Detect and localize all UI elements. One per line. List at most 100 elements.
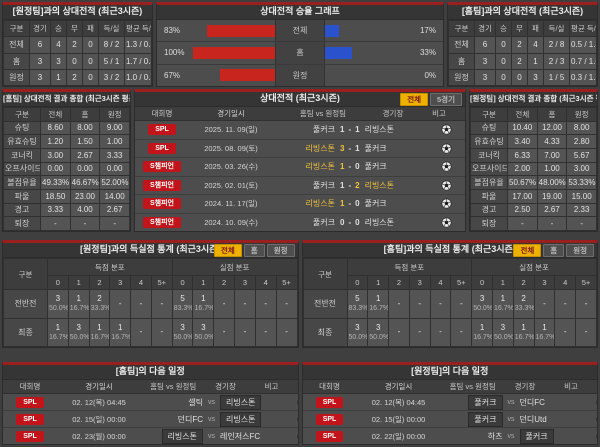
league-badge: S챔피언 [143,216,181,228]
cell-scored-3: 1 16.7% [109,317,132,347]
cell-label: 원정 [3,68,30,86]
cell-scored-1: 1 16.7% [67,289,90,319]
winrate-graph-panel: 상대전적 승율 그래프 83% 전체 17% 100% 홈 33% [156,2,444,87]
away-team-name: 던디Utd [519,414,547,424]
cell-avg-goals: 0.5 / 1.3 [569,36,597,54]
table-row: 홈 3 3 0 0 5 / 1 1.7 / 0.3 [3,52,152,70]
away-team-name: 리빙스톤 [220,394,282,410]
table-row: 최종 1 16.7% 3 50.0% 1 16.7% 1 16.7% - - 3 50.0… [3,317,298,347]
col-header-note: 비고 [432,109,446,118]
match-date: 2024. 11. 17(일) [204,199,258,209]
league-badge: S챔피언 [143,161,181,173]
schedule-row: SPL 02. 23(월) 00:00 리빙스톤 vs 레인저스FC 비교 [3,428,298,444]
cell-conceded-0: 3 50.0% [471,289,493,319]
cell-goals: 3 / 2 [98,68,125,86]
match-datetime: 02. 12(목) 04:45 [72,397,126,407]
tab-home[interactable]: 홈 [543,244,565,257]
away-team-name: 리빙스톤 [364,125,395,135]
score-away: 0 [355,217,360,227]
table-row: 오프사이드 0.00 0.00 0.00 [3,161,130,177]
cell-conceded-5plus: - [575,289,597,319]
soccer-ball-icon[interactable] [296,413,299,425]
panel-title-text: [원정팀]과의 득실점 통계 (최근3시즌) [80,244,221,254]
match-row: S챔피언 2024. 11. 17(일) 리빙스톤 1-0 풀커크 결과 [135,195,465,214]
cell-total: 0.00 [40,161,71,177]
cell-conceded-3: - [533,289,556,319]
bin-header: 5+ [575,275,597,291]
away-win-pct: 33% [419,48,436,58]
goal-stats-tabs: 전체 홈 원정 [213,244,295,257]
tab-away[interactable]: 원정 [566,244,594,257]
soccer-ball-icon[interactable] [441,124,452,135]
home-team-name: 리빙스톤 [305,143,335,153]
home-bar-area [193,64,276,86]
cell-period-label: 최종 [3,317,48,347]
away-team-name: 리빙스톤 [364,217,395,227]
cell-period-label: 전반전 [302,289,348,319]
cell-scored-0: 5 83.3% [346,289,369,319]
match-date: 2025. 08. 09(토) [204,143,258,153]
score-away: 1 [355,143,360,153]
cell-home: 2.67 [69,147,101,163]
goal-stats-table: 구분 득점 분포 실점 분포 0 1 2 3 4 5+ 0 1 2 3 4 5+ 전반전 3 50.0… [3,257,298,347]
soccer-ball-icon[interactable] [441,161,452,172]
bin-header: 4 [429,275,452,291]
tab-home[interactable]: 홈 [243,244,265,257]
home-win-pct: 67% [164,70,181,80]
cell-away: - [99,216,130,231]
league-badge: SPL [148,142,176,154]
col-header-venue: 경기장 [215,382,236,391]
score-away: 2 [355,180,360,190]
cell-scored-2: 2 33.3% [88,289,111,319]
match-date: 2024. 10. 09(수) [204,217,258,227]
cell-conceded-2: - [213,317,236,347]
soccer-ball-icon[interactable] [441,143,452,154]
home-bar-area [193,20,276,42]
col-header-date: 경기일시 [217,109,245,118]
tab-last5[interactable]: 5경기 [430,93,462,106]
cell-conceded-1: 3 50.0% [491,317,514,347]
cell-scored-0: 3 50.0% [346,317,369,347]
tab-away[interactable]: 원정 [266,244,295,257]
soccer-ball-icon[interactable] [441,180,452,191]
col-header-avg: 평균 득/실 [124,19,152,38]
col-header-league: 대회명 [151,109,173,118]
soccer-ball-icon[interactable] [296,430,299,442]
league-badge: S챔피언 [143,198,181,210]
schedule-row: SPL 02. 15(일) 00:00 던디FC vs 리빙스톤 비교 [3,411,298,428]
league-badge: SPL [315,413,344,425]
cell-scored-2: - [388,317,410,347]
soccer-ball-icon[interactable] [441,217,452,228]
cell-conceded-5plus: - [275,317,298,347]
table-row: 전반전 5 83.3% 1 16.7% - - - - 3 50.0% 1 16.7% … [302,289,597,319]
cell-wins: 0 [495,36,512,54]
tab-all[interactable]: 전체 [400,93,429,106]
tab-all[interactable]: 전체 [213,244,242,257]
schedule-row: SPL 02. 22(일) 00:00 하츠 vs 풀커크 비교 [303,428,598,444]
cell-label: 홈 [448,52,475,70]
cell-draws: 2 [66,68,83,86]
home-team-name: 하츠 [487,431,503,441]
score-dash: - [348,125,352,135]
score-home: 1 [340,199,345,209]
soccer-ball-icon[interactable] [296,396,299,408]
cell-total: 1.20 [40,134,71,149]
match-row: SPL 2025. 11. 09(일) 풀커크 1-1 리빙스톤 결과 [135,121,465,140]
cell-stat-label: 슈팅 [3,120,41,136]
soccer-ball-icon[interactable] [596,396,598,408]
table-row: 유효슈팅 1.20 1.50 1.00 [3,134,130,149]
cell-away: 14.00 [99,188,130,204]
tab-all[interactable]: 전체 [513,244,542,257]
cell-conceded-2: 1 16.7% [512,317,535,347]
cell-home: 19.00 [536,188,568,204]
soccer-ball-icon[interactable] [596,413,598,425]
soccer-ball-icon[interactable] [441,198,452,209]
cell-total: 8.60 [40,120,71,136]
home-bar-area [193,42,276,64]
cell-home: 4.00 [69,202,101,218]
cell-draws: 2 [66,36,83,54]
cell-conceded-5plus: - [275,289,298,319]
cell-conceded-2: - [213,289,236,319]
soccer-ball-icon[interactable] [596,430,598,442]
cell-losses: 4 [527,36,544,54]
